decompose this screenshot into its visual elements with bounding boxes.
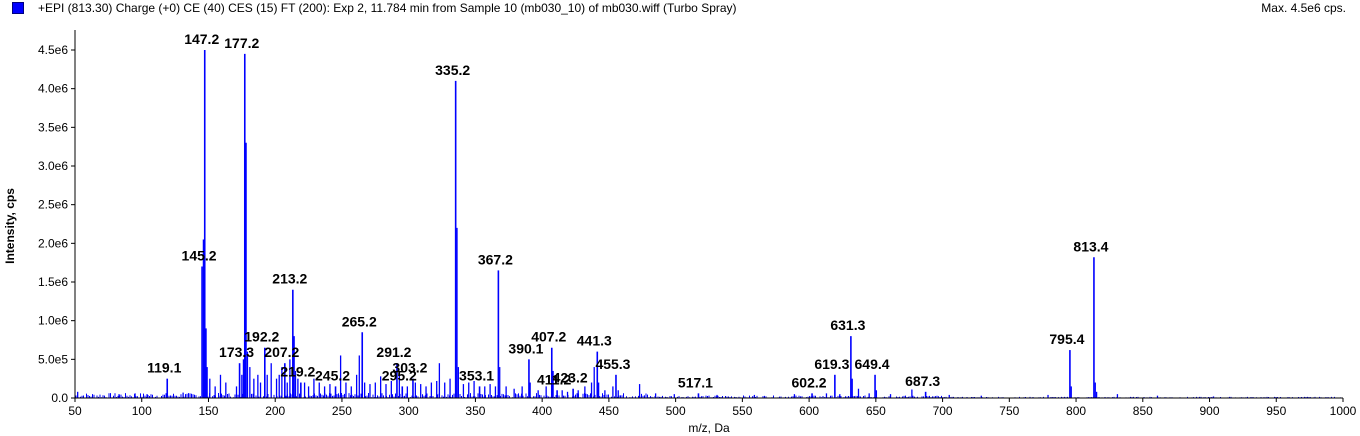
x-tick-label: 600 [799, 404, 819, 418]
x-tick-label: 900 [1200, 404, 1220, 418]
x-tick-label: 850 [1133, 404, 1153, 418]
y-tick-label: 3.5e6 [38, 120, 68, 134]
peak-label-291.2: 291.2 [376, 344, 411, 360]
x-tick-label: 400 [532, 404, 552, 418]
peak-label-335.2: 335.2 [435, 62, 470, 78]
peak-label-353.1: 353.1 [459, 367, 494, 383]
minor-peaks [77, 142, 1215, 398]
x-tick-label: 150 [198, 404, 218, 418]
x-tick-label: 50 [68, 404, 82, 418]
peak-label-795.4: 795.4 [1049, 331, 1084, 347]
peak-label-245.2: 245.2 [315, 367, 350, 383]
peak-label-407.2: 407.2 [531, 329, 566, 345]
peak-label-687.3: 687.3 [905, 373, 940, 389]
peak-label-517.1: 517.1 [678, 374, 713, 390]
y-tick-label: 4.5e6 [38, 43, 68, 57]
peak-label-813.4: 813.4 [1073, 238, 1108, 254]
peak-label-631.3: 631.3 [830, 317, 865, 333]
x-tick-label: 100 [132, 404, 152, 418]
peak-label-145.2: 145.2 [182, 248, 217, 264]
peak-label-119.1: 119.1 [147, 360, 181, 376]
y-tick-label: 4.0e6 [38, 82, 68, 96]
peak-label-192.2: 192.2 [244, 329, 279, 345]
peak-label-213.2: 213.2 [272, 271, 307, 287]
y-tick-label: 2.5e6 [38, 198, 68, 212]
peak-label-423.2: 423.2 [553, 370, 588, 386]
peak-label-441.3: 441.3 [577, 333, 612, 349]
x-tick-label: 200 [265, 404, 285, 418]
peak-label-649.4: 649.4 [855, 356, 890, 372]
peak-label-367.2: 367.2 [478, 251, 513, 267]
peak-label-411.2: 411.2 [537, 371, 571, 387]
peak-label-619.3: 619.3 [814, 356, 849, 372]
y-tick-label: 5.0e5 [38, 352, 68, 366]
peak-label-455.3: 455.3 [595, 356, 630, 372]
peak-label-207.2: 207.2 [264, 344, 299, 360]
x-tick-label: 1000 [1330, 404, 1357, 418]
x-tick-label: 750 [999, 404, 1019, 418]
y-axis-title: Intensity, cps [3, 188, 17, 264]
series-color-swatch [12, 2, 24, 14]
peak-label-265.2: 265.2 [342, 313, 377, 329]
axes [74, 30, 1343, 399]
x-tick-label: 950 [1266, 404, 1286, 418]
x-axis-ticks: 50 100 150 200 250 300 350 400 450 500 550 600 650 70… [68, 398, 1357, 418]
x-tick-label: 250 [332, 404, 352, 418]
peak-label-177.2: 177.2 [224, 35, 259, 51]
x-axis-title: m/z, Da [688, 421, 730, 435]
x-tick-label: 350 [465, 404, 485, 418]
major-peaks [166, 50, 1095, 398]
peak-label-147.2: 147.2 [184, 31, 219, 47]
peak-label-173.3: 173.3 [219, 344, 254, 360]
y-tick-label: 0.0 [51, 391, 68, 405]
y-axis-ticks: 0.0 5.0e5 1.0e6 1.5e6 2.0e6 2.5e6 3.0e6 3.5e6 4.… [38, 43, 75, 405]
x-tick-label: 650 [866, 404, 886, 418]
y-tick-label: 3.0e6 [38, 159, 68, 173]
x-tick-label: 800 [1066, 404, 1086, 418]
x-tick-label: 500 [666, 404, 686, 418]
peak-label-390.1: 390.1 [508, 340, 543, 356]
peak-label-219.2: 219.2 [280, 364, 315, 380]
x-tick-label: 700 [933, 404, 953, 418]
y-tick-label: 1.5e6 [38, 275, 68, 289]
baseline-noise [75, 393, 1341, 398]
x-tick-label: 300 [399, 404, 419, 418]
header: +EPI (813.30) Charge (+0) CE (40) CES (1… [0, 0, 1360, 20]
peak-label-303.2: 303.2 [392, 360, 427, 376]
y-tick-label: 2.0e6 [38, 236, 68, 250]
x-tick-label: 550 [732, 404, 752, 418]
peak-label-295.2: 295.2 [382, 367, 417, 383]
header-title: +EPI (813.30) Charge (+0) CE (40) CES (1… [38, 1, 737, 15]
max-intensity-label: Max. 4.5e6 cps. [1261, 1, 1346, 15]
y-tick-label: 1.0e6 [38, 314, 68, 328]
x-tick-label: 450 [599, 404, 619, 418]
peak-label-602.2: 602.2 [792, 374, 827, 390]
